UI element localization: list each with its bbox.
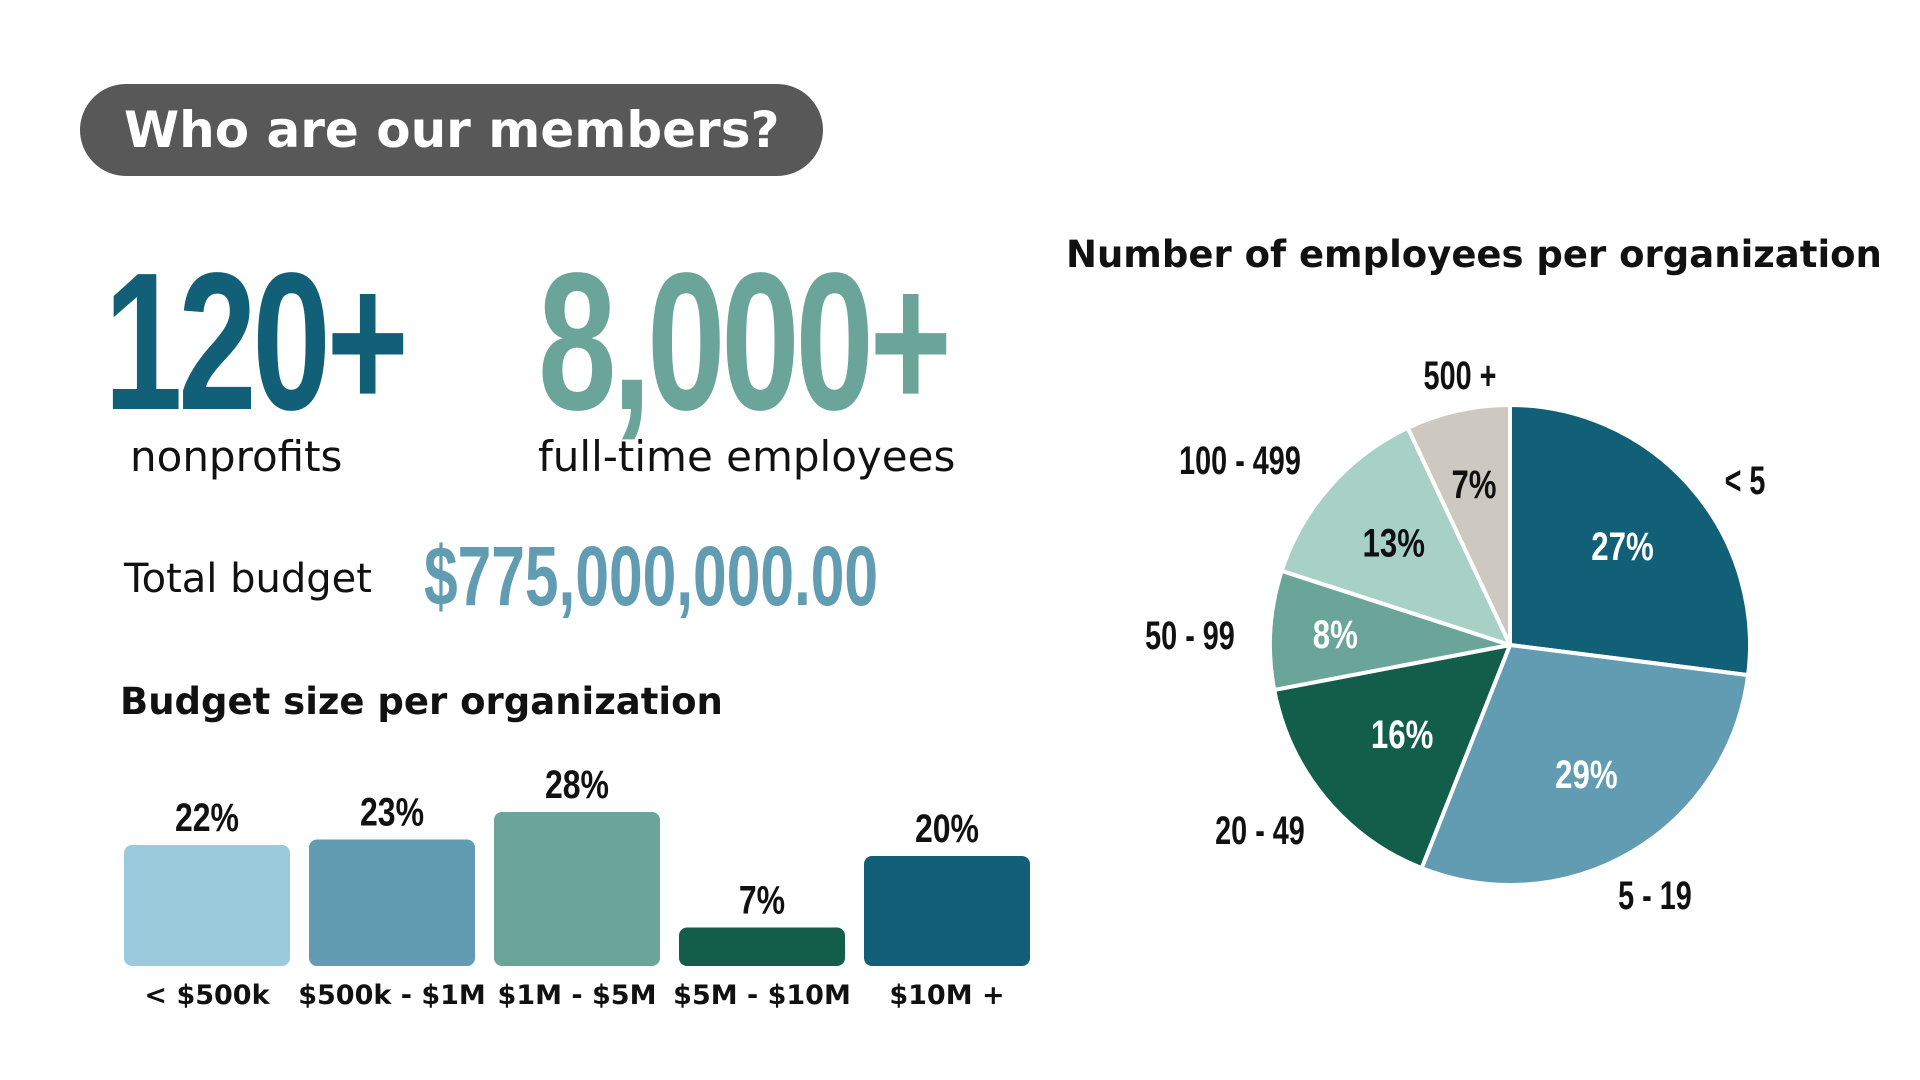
bar-category-label: $1M - $5M	[498, 980, 657, 1011]
bar-value-label: 28%	[545, 762, 609, 807]
nonprofits-count: 120+	[104, 232, 409, 451]
pie-slice-5	[1405, 403, 1512, 647]
pie-category-label: 500 +	[1424, 353, 1497, 398]
pie-value-label: 13%	[1363, 521, 1425, 566]
bar-value-label: 20%	[915, 806, 979, 851]
bar-0	[124, 845, 290, 966]
bar-3	[679, 927, 845, 966]
bar-value-label: 23%	[360, 789, 424, 834]
pie-slice-4	[1279, 425, 1512, 647]
bar-category-label: $500k - $1M	[298, 980, 486, 1011]
bar-value-label: 7%	[739, 877, 785, 922]
bar-chart-title: Budget size per organization	[120, 680, 723, 723]
pie-value-label: 29%	[1555, 752, 1617, 797]
page-title: Who are our members?	[80, 84, 824, 176]
employees-label: full-time employees	[538, 432, 956, 481]
bar-4	[864, 856, 1030, 966]
pie-slice-2	[1272, 643, 1512, 871]
bar-category-label: $10M +	[889, 980, 1004, 1011]
pie-slice-3	[1268, 568, 1512, 692]
pie-chart-title: Number of employees per organization	[1066, 233, 1882, 276]
bar-2	[494, 812, 660, 966]
pie-category-label: 100 - 499	[1179, 438, 1301, 483]
pie-category-label: 50 - 99	[1145, 613, 1235, 658]
bar-category-label: $5M - $10M	[673, 980, 851, 1011]
pie-slice-1	[1419, 643, 1751, 887]
pie-value-label: 27%	[1591, 524, 1653, 569]
bar-1	[309, 839, 475, 966]
pie-slice-0	[1508, 403, 1752, 678]
pie-value-label: 8%	[1313, 612, 1358, 657]
pie-category-label: 20 - 49	[1215, 808, 1305, 853]
total-budget-value: $775,000,000.00	[424, 529, 879, 623]
bar-value-label: 22%	[175, 795, 239, 840]
nonprofits-label: nonprofits	[130, 432, 343, 481]
employees-count: 8,000+	[538, 232, 952, 451]
pie-category-label: 5 - 19	[1618, 873, 1692, 918]
pie-category-label: < 5	[1725, 458, 1766, 503]
total-budget-label: Total budget	[124, 556, 372, 602]
pie-value-label: 7%	[1451, 462, 1496, 507]
bar-category-label: < $500k	[144, 980, 270, 1011]
pie-value-label: 16%	[1371, 713, 1433, 758]
